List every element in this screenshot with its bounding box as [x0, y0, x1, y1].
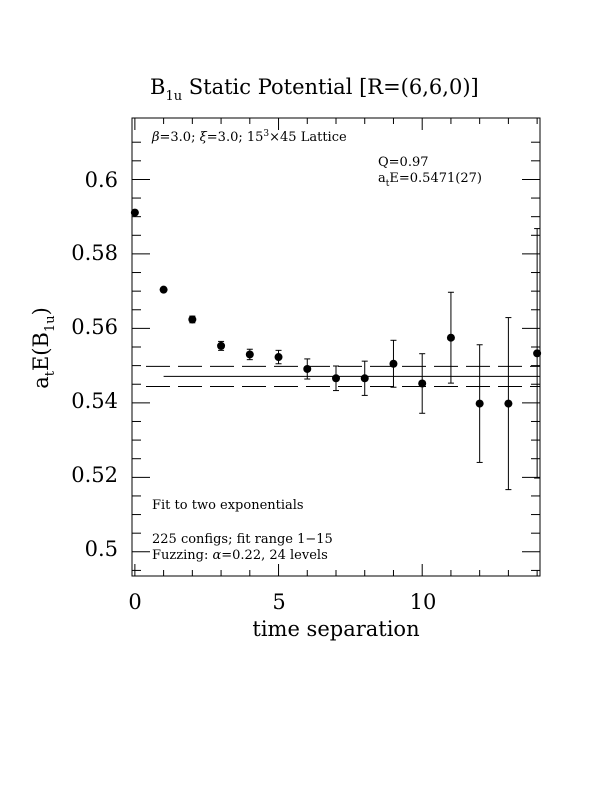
energy-annotation: atE=0.5471(27) [378, 171, 482, 189]
configs-annotation: 225 configs; fit range 1−15 [152, 532, 333, 547]
y-axis-label: atE(B1u) [29, 307, 58, 389]
data-point [159, 285, 168, 294]
x-axis-label: time separation [252, 617, 419, 641]
data-point [274, 353, 283, 362]
y-tick-label: 0.58 [71, 241, 118, 265]
data-point [303, 364, 312, 373]
y-tick-label: 0.6 [85, 168, 118, 192]
data-point [475, 399, 484, 408]
data-point [389, 359, 398, 368]
x-tick-label: 0 [128, 590, 141, 614]
q-annotation: Q=0.97 [378, 155, 429, 170]
y-tick-label: 0.5 [85, 537, 118, 561]
y-tick-label: 0.52 [71, 463, 118, 487]
lattice-annotation: β=3.0; ξ=3.0; 153×45 Lattice [151, 129, 347, 145]
data-point [504, 399, 513, 408]
data-point [130, 208, 139, 217]
fuzzing-annotation: Fuzzing: α=0.22, 24 levels [152, 548, 328, 563]
fit-description: Fit to two exponentials [152, 498, 304, 513]
data-point [217, 341, 226, 350]
data-point [446, 333, 455, 342]
data-point [188, 315, 197, 324]
data-series [130, 208, 542, 491]
x-tick-label: 10 [410, 590, 437, 614]
chart-title: B1u Static Potential [R=(6,6,0)] [150, 75, 479, 104]
y-tick-label: 0.56 [71, 315, 118, 339]
data-point [533, 349, 542, 358]
data-point [360, 374, 369, 383]
fit-band [146, 365, 540, 387]
data-point [245, 350, 254, 359]
x-tick-label: 5 [272, 590, 285, 614]
data-point [418, 379, 427, 388]
data-point [332, 374, 340, 383]
y-tick-label: 0.54 [71, 389, 118, 413]
